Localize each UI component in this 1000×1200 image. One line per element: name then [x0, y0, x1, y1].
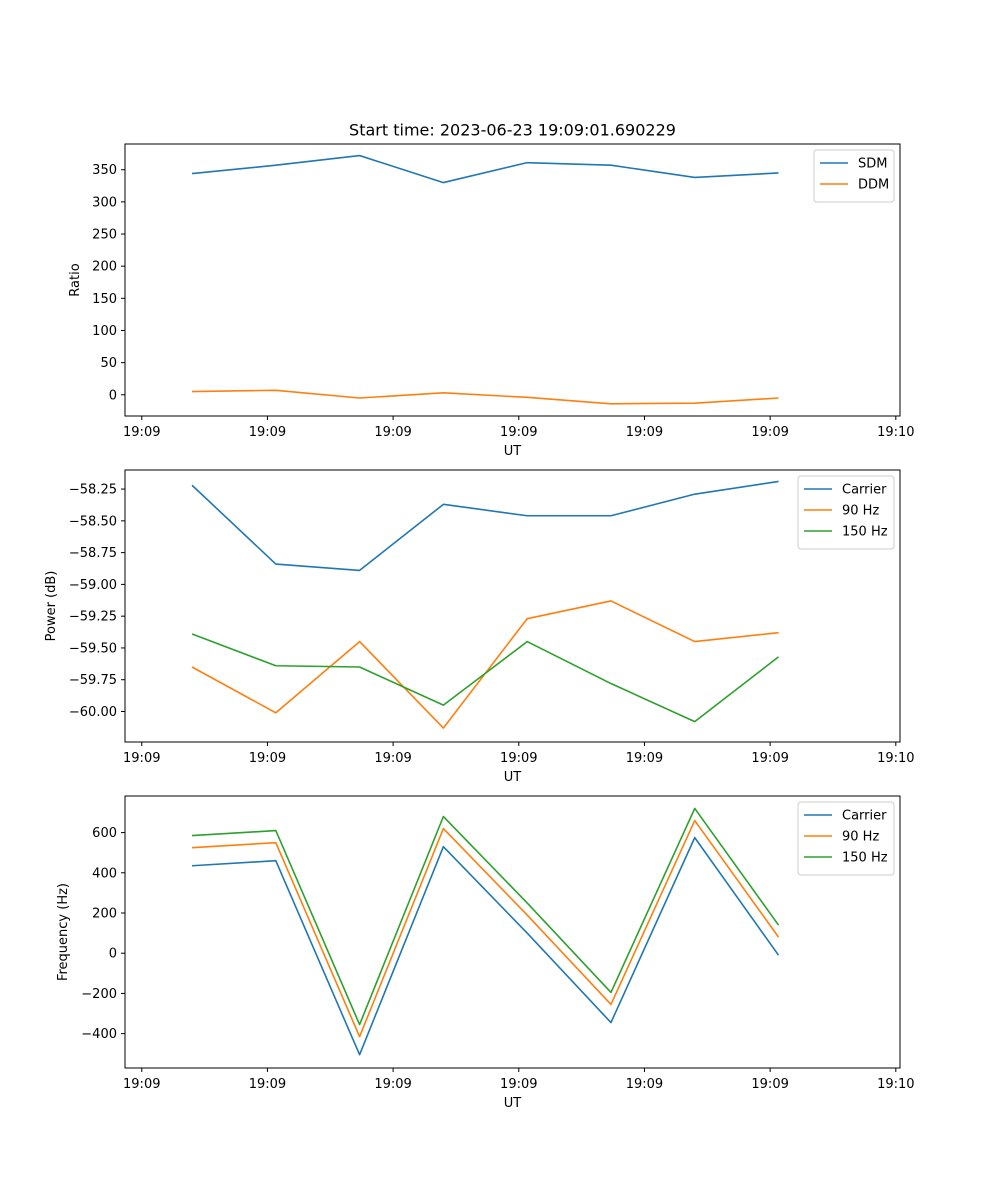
y-tick-label: −200: [81, 987, 117, 1002]
legend-entry: Carrier: [842, 483, 887, 498]
y-axis-label: Ratio: [68, 263, 83, 296]
x-tick-label: 19:09: [374, 1077, 411, 1092]
panel-3: 19:09 19:09 19:09 19:09 19:09 19:09 19:10 −400 −…: [56, 795, 915, 1111]
y-tick-label: 150: [92, 292, 117, 307]
x-tick-label: 19:09: [500, 1077, 537, 1092]
y-tick-label: 0: [109, 388, 117, 403]
series-line-90-hz: [191, 600, 779, 729]
legend-entry: DDM: [858, 178, 889, 193]
legend: Carrier 90 Hz 150 Hz: [797, 475, 895, 550]
legend-entry: 90 Hz: [842, 830, 879, 845]
legend-entry: 150 Hz: [842, 525, 888, 540]
y-tick-label: 200: [92, 260, 117, 275]
x-tick-label: 19:09: [249, 1077, 286, 1092]
y-tick-label: −58.25: [69, 483, 117, 498]
series-line-sdm: [191, 154, 779, 184]
x-tick-label: 19:09: [626, 425, 663, 440]
legend: SDM DDM: [813, 149, 895, 203]
x-tick-label: 19:09: [123, 751, 160, 766]
axes-frame: [124, 469, 901, 743]
plots: 19:09 19:09 19:09 19:09 19:09 19:09 19:10 0 50 10…: [44, 143, 915, 1111]
y-tick-label: −59.25: [69, 610, 117, 625]
x-tick-label: 19:09: [751, 1077, 788, 1092]
y-tick-label: −400: [81, 1027, 117, 1042]
x-axis-label: UT: [504, 1096, 522, 1111]
x-tick-label: 19:09: [123, 1077, 160, 1092]
y-tick-label: −60.00: [69, 705, 117, 720]
series-line-150-hz: [191, 633, 779, 723]
y-tick-label: −58.75: [69, 546, 117, 561]
panel-1: 19:09 19:09 19:09 19:09 19:09 19:09 19:10 0 50 10…: [68, 143, 915, 459]
series-line-ddm: [192, 389, 779, 405]
y-tick-label: 250: [92, 228, 117, 243]
series-line-90-hz: [191, 819, 780, 1038]
x-tick-label: 19:10: [877, 1077, 914, 1092]
x-tick-label: 19:09: [374, 751, 411, 766]
legend: Carrier 90 Hz 150 Hz: [797, 801, 895, 876]
x-tick-label: 19:09: [249, 425, 286, 440]
x-tick-label: 19:09: [500, 425, 537, 440]
legend-entry: 90 Hz: [842, 504, 879, 519]
legend-entry: Carrier: [842, 809, 887, 824]
y-tick-label: 50: [100, 356, 117, 371]
panel-2: 19:09 19:09 19:09 19:09 19:09 19:09 19:10 −60.0…: [44, 469, 915, 785]
x-axis-label: UT: [504, 444, 522, 459]
series-line-150-hz: [191, 807, 780, 1026]
x-tick-label: 19:09: [626, 751, 663, 766]
x-axis-label: UT: [504, 770, 522, 785]
x-tick-label: 19:09: [751, 751, 788, 766]
x-tick-label: 19:09: [123, 425, 160, 440]
x-tick-label: 19:09: [374, 425, 411, 440]
series-line-carrier: [191, 836, 780, 1056]
y-tick-label: 300: [92, 195, 117, 210]
y-tick-label: 100: [92, 324, 117, 339]
y-tick-label: −59.75: [69, 673, 117, 688]
x-tick-label: 19:09: [249, 751, 286, 766]
legend-entry: 150 Hz: [842, 851, 888, 866]
y-tick-label: −59.50: [69, 641, 117, 656]
x-tick-label: 19:09: [500, 751, 537, 766]
y-tick-label: 0: [109, 947, 117, 962]
y-tick-label: 350: [92, 163, 117, 178]
x-tick-label: 19:09: [751, 425, 788, 440]
axes-frame: [124, 143, 901, 417]
y-axis-label: Power (dB): [44, 571, 59, 642]
series-line-carrier: [191, 480, 779, 572]
axes-frame: [124, 795, 901, 1069]
y-tick-label: −58.50: [69, 514, 117, 529]
legend-entry: SDM: [858, 157, 887, 172]
y-tick-label: 400: [92, 866, 117, 881]
y-tick-label: 200: [92, 907, 117, 922]
x-tick-label: 19:10: [877, 425, 914, 440]
y-tick-label: 600: [92, 826, 117, 841]
x-tick-label: 19:10: [877, 751, 914, 766]
y-axis-label: Frequency (Hz): [56, 883, 71, 981]
figure-title: Start time: 2023-06-23 19:09:01.690229: [349, 121, 676, 140]
x-tick-label: 19:09: [626, 1077, 663, 1092]
y-tick-label: −59.00: [69, 578, 117, 593]
